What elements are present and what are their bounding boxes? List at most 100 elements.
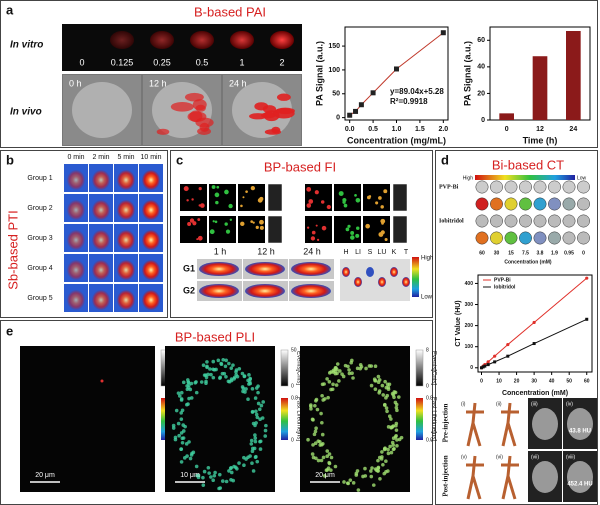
panel-label: e [6,323,13,338]
pli-cell [242,374,247,378]
pli-cell [258,439,262,444]
pli-cell [327,380,332,384]
plot-frame [477,274,593,373]
x-tick-label: 20 [514,378,520,384]
pli-cell [220,479,225,483]
skeleton [466,402,484,447]
pli-cell [316,458,321,463]
pli-cell [313,404,317,408]
heat-spot [67,170,85,190]
pli-cell [207,471,211,475]
colorbar-tick: 50 [291,347,297,353]
pli-cell [391,447,396,452]
cell [240,204,243,208]
phantom [548,180,561,194]
cell [350,231,355,235]
y-tick-label: 100 [328,67,340,74]
pa-signal [184,92,204,102]
pli-cell [254,409,258,414]
pli-cell [322,474,327,478]
cell [308,199,314,204]
heat-spot [67,290,85,310]
phantom [519,197,532,211]
pli-cell [256,401,261,406]
panel-numeral: (iii) [531,401,538,407]
pli-cell [351,376,355,380]
pli-cell [258,447,263,451]
pli-cell [212,473,217,478]
y-tick-label: 0 [470,365,473,371]
cell [365,223,370,229]
pli-cell [380,450,384,454]
events-label: Events[Cnts] [295,351,301,385]
cell [314,190,319,195]
pli-cell [337,379,341,383]
cell [345,227,350,232]
colorbar-tick: 0.0 [426,437,433,443]
scale-label: 10 μm [180,472,200,479]
pli-cell [397,437,402,442]
cell [214,220,218,224]
pli-cell [189,381,194,386]
pli-cell [306,437,310,442]
pli-cell [250,461,254,465]
pli-cell [244,387,248,391]
row-label: G1 [183,263,195,273]
pli-cell [187,396,191,401]
pli-cell [382,446,387,451]
point [486,360,490,364]
phantom [548,231,561,245]
pli-cell [220,371,225,376]
pli-cell [180,436,185,441]
pli-cell [394,428,399,432]
heat-spot [67,260,85,280]
x-tick-label: 0 [505,126,509,133]
heat-spot [92,170,110,190]
phantom [577,197,590,211]
heat-spot [117,290,135,310]
x-tick-label: 1.0 [392,126,402,133]
pli-cell [255,415,260,420]
cell [209,229,215,235]
pli-cell [334,383,339,387]
pli-cell [229,366,234,370]
events-label: Events[Cnts] [430,351,436,385]
skeleton [466,455,484,500]
phantom [548,214,561,228]
lifetime-colorbar [416,398,423,440]
phantom [504,197,518,211]
fi-signal [199,262,239,276]
point [486,363,490,367]
bar [566,30,581,120]
pli-cell [223,364,228,369]
heat-spot [92,290,110,310]
pli-cell [335,367,339,372]
pli-cell [213,470,217,475]
skeleton [501,455,519,500]
panel-numeral: (iv) [566,401,573,407]
pli-cell [216,358,221,363]
pli-cell [185,402,189,407]
point [506,354,510,358]
pli-cell [259,403,264,408]
panel-numeral: (viii) [566,454,575,460]
colorbar [475,175,575,180]
colorbar-high: High [463,175,474,181]
sample-spot [270,31,294,49]
pli-cell [234,373,238,377]
group-label: Group 4 [27,265,52,272]
point [585,317,589,321]
heat-spot [92,200,110,220]
pli-cell [313,441,318,446]
point [493,360,497,364]
phantom [490,180,503,194]
pli-cell [205,360,209,364]
pli-cell [376,469,380,473]
organ-image [340,259,410,301]
pli-cell [319,411,323,416]
pli-cell [383,379,387,384]
pli-cell [177,433,181,438]
heat-spot [142,200,160,220]
micrograph-inset [267,183,283,212]
pli-cell [206,465,211,470]
